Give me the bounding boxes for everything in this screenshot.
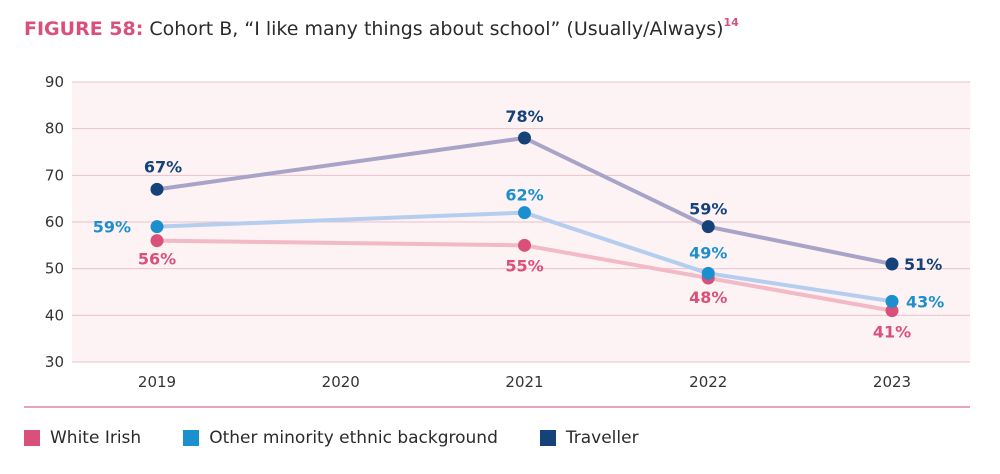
data-label-traveller-2021: 78% bbox=[505, 107, 543, 126]
x-tick-label-2023: 2023 bbox=[873, 373, 911, 391]
figure-label: FIGURE 58: bbox=[24, 18, 144, 40]
x-tick-label-2022: 2022 bbox=[689, 373, 727, 391]
data-label-white-irish-2019: 56% bbox=[138, 250, 176, 269]
data-point-traveller-2022 bbox=[701, 220, 715, 234]
legend: White Irish Other minority ethnic backgr… bbox=[24, 428, 681, 448]
data-label-other-minority-ethnic-background-2023: 43% bbox=[906, 292, 944, 311]
data-label-traveller-2019: 67% bbox=[144, 157, 182, 176]
y-tick-label-30: 30 bbox=[45, 353, 64, 371]
y-tick-label-70: 70 bbox=[45, 166, 64, 184]
legend-swatch-traveller bbox=[539, 430, 556, 446]
legend-divider bbox=[24, 406, 970, 408]
data-point-traveller-2021 bbox=[518, 131, 531, 145]
y-tick-label-60: 60 bbox=[45, 213, 64, 231]
legend-swatch-white-irish bbox=[24, 430, 40, 446]
data-label-traveller-2022: 59% bbox=[689, 200, 727, 219]
series-lines bbox=[155, 136, 894, 313]
y-tick-label-90: 90 bbox=[45, 73, 64, 91]
gridlines bbox=[72, 81, 970, 363]
data-point-other-minority-ethnic-background-2023 bbox=[885, 294, 899, 308]
data-label-other-minority-ethnic-background-2021: 62% bbox=[505, 186, 543, 205]
data-point-traveller-2023 bbox=[885, 257, 899, 271]
legend-label-white-irish: White Irish bbox=[50, 428, 142, 448]
legend-label-other-minority: Other minority ethnic background bbox=[209, 428, 498, 448]
data-label-white-irish-2021: 55% bbox=[505, 256, 543, 275]
title-text: Cohort B, “I like many things about scho… bbox=[149, 18, 724, 40]
legend-item-white-irish: White Irish bbox=[24, 428, 141, 448]
y-tick-label-80: 80 bbox=[45, 120, 64, 138]
data-label-white-irish-2022: 48% bbox=[689, 288, 727, 307]
x-tick-label-2019: 2019 bbox=[138, 373, 176, 391]
x-tick-label-2020: 2020 bbox=[322, 373, 360, 391]
x-tick-label-2021: 2021 bbox=[505, 373, 543, 391]
legend-swatch-other-minority bbox=[183, 430, 200, 446]
data-point-white-irish-2019 bbox=[150, 234, 164, 248]
data-point-other-minority-ethnic-background-2022 bbox=[701, 266, 715, 280]
legend-label-traveller: Traveller bbox=[565, 428, 639, 448]
series-line-traveller bbox=[155, 136, 894, 266]
data-point-traveller-2019 bbox=[150, 182, 164, 196]
footnote-ref: 14 bbox=[723, 16, 739, 29]
data-point-white-irish-2021 bbox=[518, 238, 531, 252]
data-point-other-minority-ethnic-background-2021 bbox=[518, 206, 531, 220]
data-label-white-irish-2023: 41% bbox=[873, 323, 911, 342]
y-tick-label-40: 40 bbox=[45, 306, 64, 324]
series-line-white-irish bbox=[155, 238, 894, 313]
data-point-white-irish-2023 bbox=[885, 304, 899, 318]
chart-title: FIGURE 58: Cohort B, “I like many things… bbox=[24, 16, 739, 40]
legend-item-traveller: Traveller bbox=[539, 428, 639, 448]
data-label-other-minority-ethnic-background-2022: 49% bbox=[689, 243, 727, 262]
y-axis-ticks: 30 40 50 60 70 80 90 bbox=[45, 73, 64, 371]
x-axis-ticks: 2019 2020 2021 2022 2023 bbox=[138, 373, 911, 391]
y-tick-label-50: 50 bbox=[45, 260, 64, 278]
data-label-other-minority-ethnic-background-2019: 59% bbox=[93, 218, 131, 237]
series-points bbox=[150, 131, 899, 318]
legend-item-other-minority: Other minority ethnic background bbox=[183, 428, 498, 448]
data-label-traveller-2023: 51% bbox=[904, 255, 942, 274]
data-labels: 56% 55% 48% 41% 59% 62% 49% 43% 67% 78% 59% 51% bbox=[93, 107, 945, 342]
series-line-other-minority-ethnic-background bbox=[155, 210, 894, 304]
data-point-other-minority-ethnic-background-2019 bbox=[150, 220, 164, 234]
